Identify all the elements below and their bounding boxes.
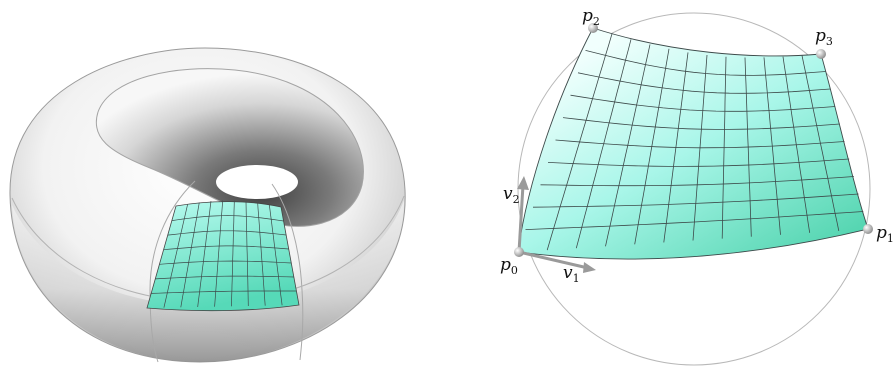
torus-inner-ring	[95, 68, 364, 227]
grid-line-vertical	[214, 200, 224, 307]
grid-line-horizontal	[171, 215, 284, 222]
grid-line-horizontal	[562, 117, 840, 130]
grid-line-horizontal	[555, 139, 845, 149]
grid-line-vertical	[257, 202, 266, 306]
point-p3	[816, 49, 826, 59]
torus-front-band	[12, 200, 405, 362]
grid-line-horizontal	[167, 230, 287, 236]
label-p0: p0	[500, 255, 518, 277]
grid-line-horizontal	[155, 275, 294, 280]
grid-line-horizontal	[525, 211, 864, 230]
grid-line-vertical	[163, 204, 189, 308]
sphere-patch	[517, 27, 869, 260]
grid-line-vertical	[268, 204, 283, 306]
label-v2: v2	[503, 184, 520, 206]
grid-line-horizontal	[532, 193, 859, 208]
grid-line-vertical	[245, 201, 249, 307]
grid-line-vertical	[197, 201, 212, 308]
grid-line-horizontal	[159, 260, 292, 265]
point-p0	[514, 247, 524, 257]
grid-line-horizontal	[547, 158, 850, 167]
label-p3: p3	[815, 26, 833, 48]
torus-meridian-left	[149, 180, 196, 363]
label-p2: p2	[582, 6, 600, 28]
grid-line-horizontal	[151, 290, 297, 294]
torus-meridian-right	[271, 183, 304, 361]
point-p1	[863, 224, 873, 234]
torus-panel	[9, 47, 406, 363]
label-p1: p1	[876, 223, 893, 245]
grid-line-horizontal	[585, 50, 826, 76]
sphere-panel: p0 p1 p2 p3 v1 v2	[500, 6, 893, 366]
grid-line-vertical	[180, 202, 200, 308]
grid-line-vertical	[231, 200, 235, 307]
v1-arrow	[518, 250, 596, 273]
grid-line-horizontal	[163, 245, 289, 251]
grid-line-horizontal	[577, 72, 831, 94]
sphere-patch-grid	[525, 33, 864, 251]
torus-hole	[216, 165, 298, 199]
point-p2	[588, 23, 598, 33]
label-v1: v1	[563, 263, 580, 285]
torus-patch-grid	[151, 200, 297, 308]
grid-line-horizontal	[540, 176, 854, 187]
grid-line-horizontal	[570, 94, 836, 112]
v2-arrow	[517, 176, 529, 253]
